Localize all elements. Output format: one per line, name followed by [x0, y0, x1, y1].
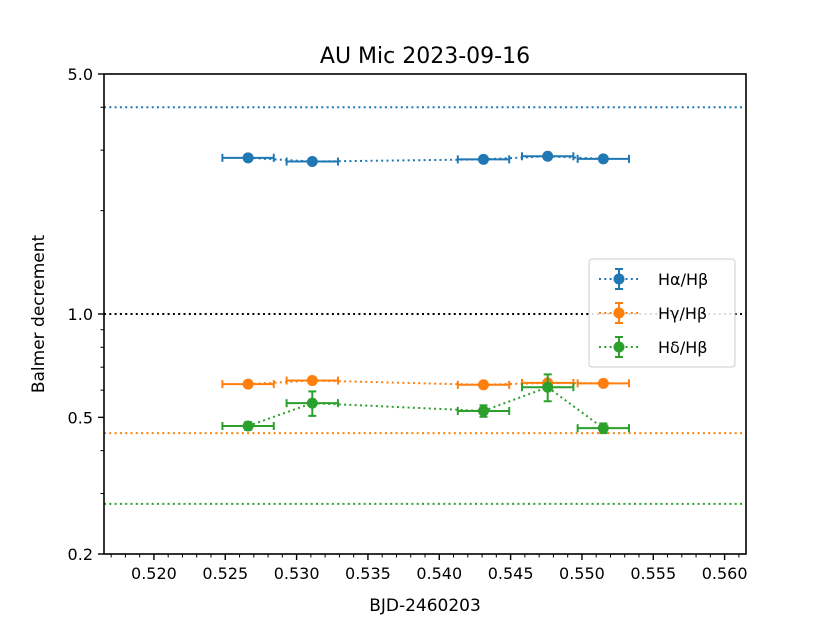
- x-tick-label-5: 0.545: [488, 564, 534, 583]
- series-1: [221, 375, 631, 391]
- series-0-point-3: [542, 150, 554, 162]
- y-tick-label-1: 0.5: [68, 408, 93, 427]
- legend: Hα/Hβ Hγ/Hβ Hδ/Hβ: [588, 258, 736, 368]
- x-tick-label-8: 0.560: [702, 564, 748, 583]
- series-1-point-4: [597, 377, 609, 389]
- chart-title: AU Mic 2023-09-16: [320, 44, 530, 69]
- axis-ticks: 0.520 0.525 0.530 0.535 0.540 0.545 0.550 0.555…: [68, 65, 748, 583]
- x-tick-label-4: 0.540: [416, 564, 462, 583]
- series-2-point-4: [597, 422, 609, 434]
- series-0: [221, 150, 631, 168]
- series-2-point-0: [242, 420, 254, 432]
- legend-label-2: Hδ/Hβ: [658, 338, 707, 357]
- legend-marker-1: [613, 307, 625, 319]
- series-2-point-3: [542, 381, 554, 393]
- legend-marker-0: [613, 273, 625, 285]
- legend-marker-2: [613, 341, 625, 353]
- x-tick-label-7: 0.555: [630, 564, 676, 583]
- series-0-point-2: [477, 153, 489, 165]
- legend-entry-0: Hα/Hβ: [599, 268, 708, 290]
- series-1-point-1: [306, 375, 318, 387]
- x-axis-label: BJD-2460203: [369, 596, 481, 616]
- y-tick-label-2: 1.0: [68, 305, 93, 324]
- y-tick-label-0: 0.2: [68, 545, 93, 564]
- legend-entry-1: Hγ/Hβ: [599, 302, 707, 324]
- series-0-point-4: [597, 153, 609, 165]
- series-2-segment-3: [547, 386, 604, 429]
- legend-entry-2: Hδ/Hβ: [599, 336, 707, 358]
- plot-area: [104, 106, 746, 505]
- series-1-point-0: [242, 378, 254, 390]
- x-tick-label-0: 0.520: [131, 564, 177, 583]
- x-tick-label-2: 0.530: [274, 564, 320, 583]
- series-0-segment-3: [547, 155, 604, 160]
- series-0-segment-1: [312, 158, 484, 163]
- legend-box: [588, 258, 736, 368]
- series-1-point-2: [477, 379, 489, 391]
- x-tick-label-3: 0.535: [345, 564, 391, 583]
- series-0-point-0: [242, 152, 254, 164]
- series-2: [221, 373, 631, 435]
- series-2-point-2: [477, 405, 489, 417]
- series-0-point-1: [306, 156, 318, 168]
- x-tick-label-1: 0.525: [202, 564, 248, 583]
- legend-label-1: Hγ/Hβ: [658, 304, 707, 323]
- series-2-segment-1: [312, 402, 484, 412]
- series-1-segment-1: [312, 379, 484, 386]
- series-2-point-1: [306, 397, 318, 409]
- x-tick-label-6: 0.550: [559, 564, 605, 583]
- y-axis-label: Balmer decrement: [29, 234, 49, 393]
- y-tick-label-3: 5.0: [68, 65, 93, 84]
- legend-label-0: Hα/Hβ: [658, 270, 708, 289]
- series-2-segment-2: [483, 386, 549, 412]
- series-2-segment-0: [247, 402, 313, 427]
